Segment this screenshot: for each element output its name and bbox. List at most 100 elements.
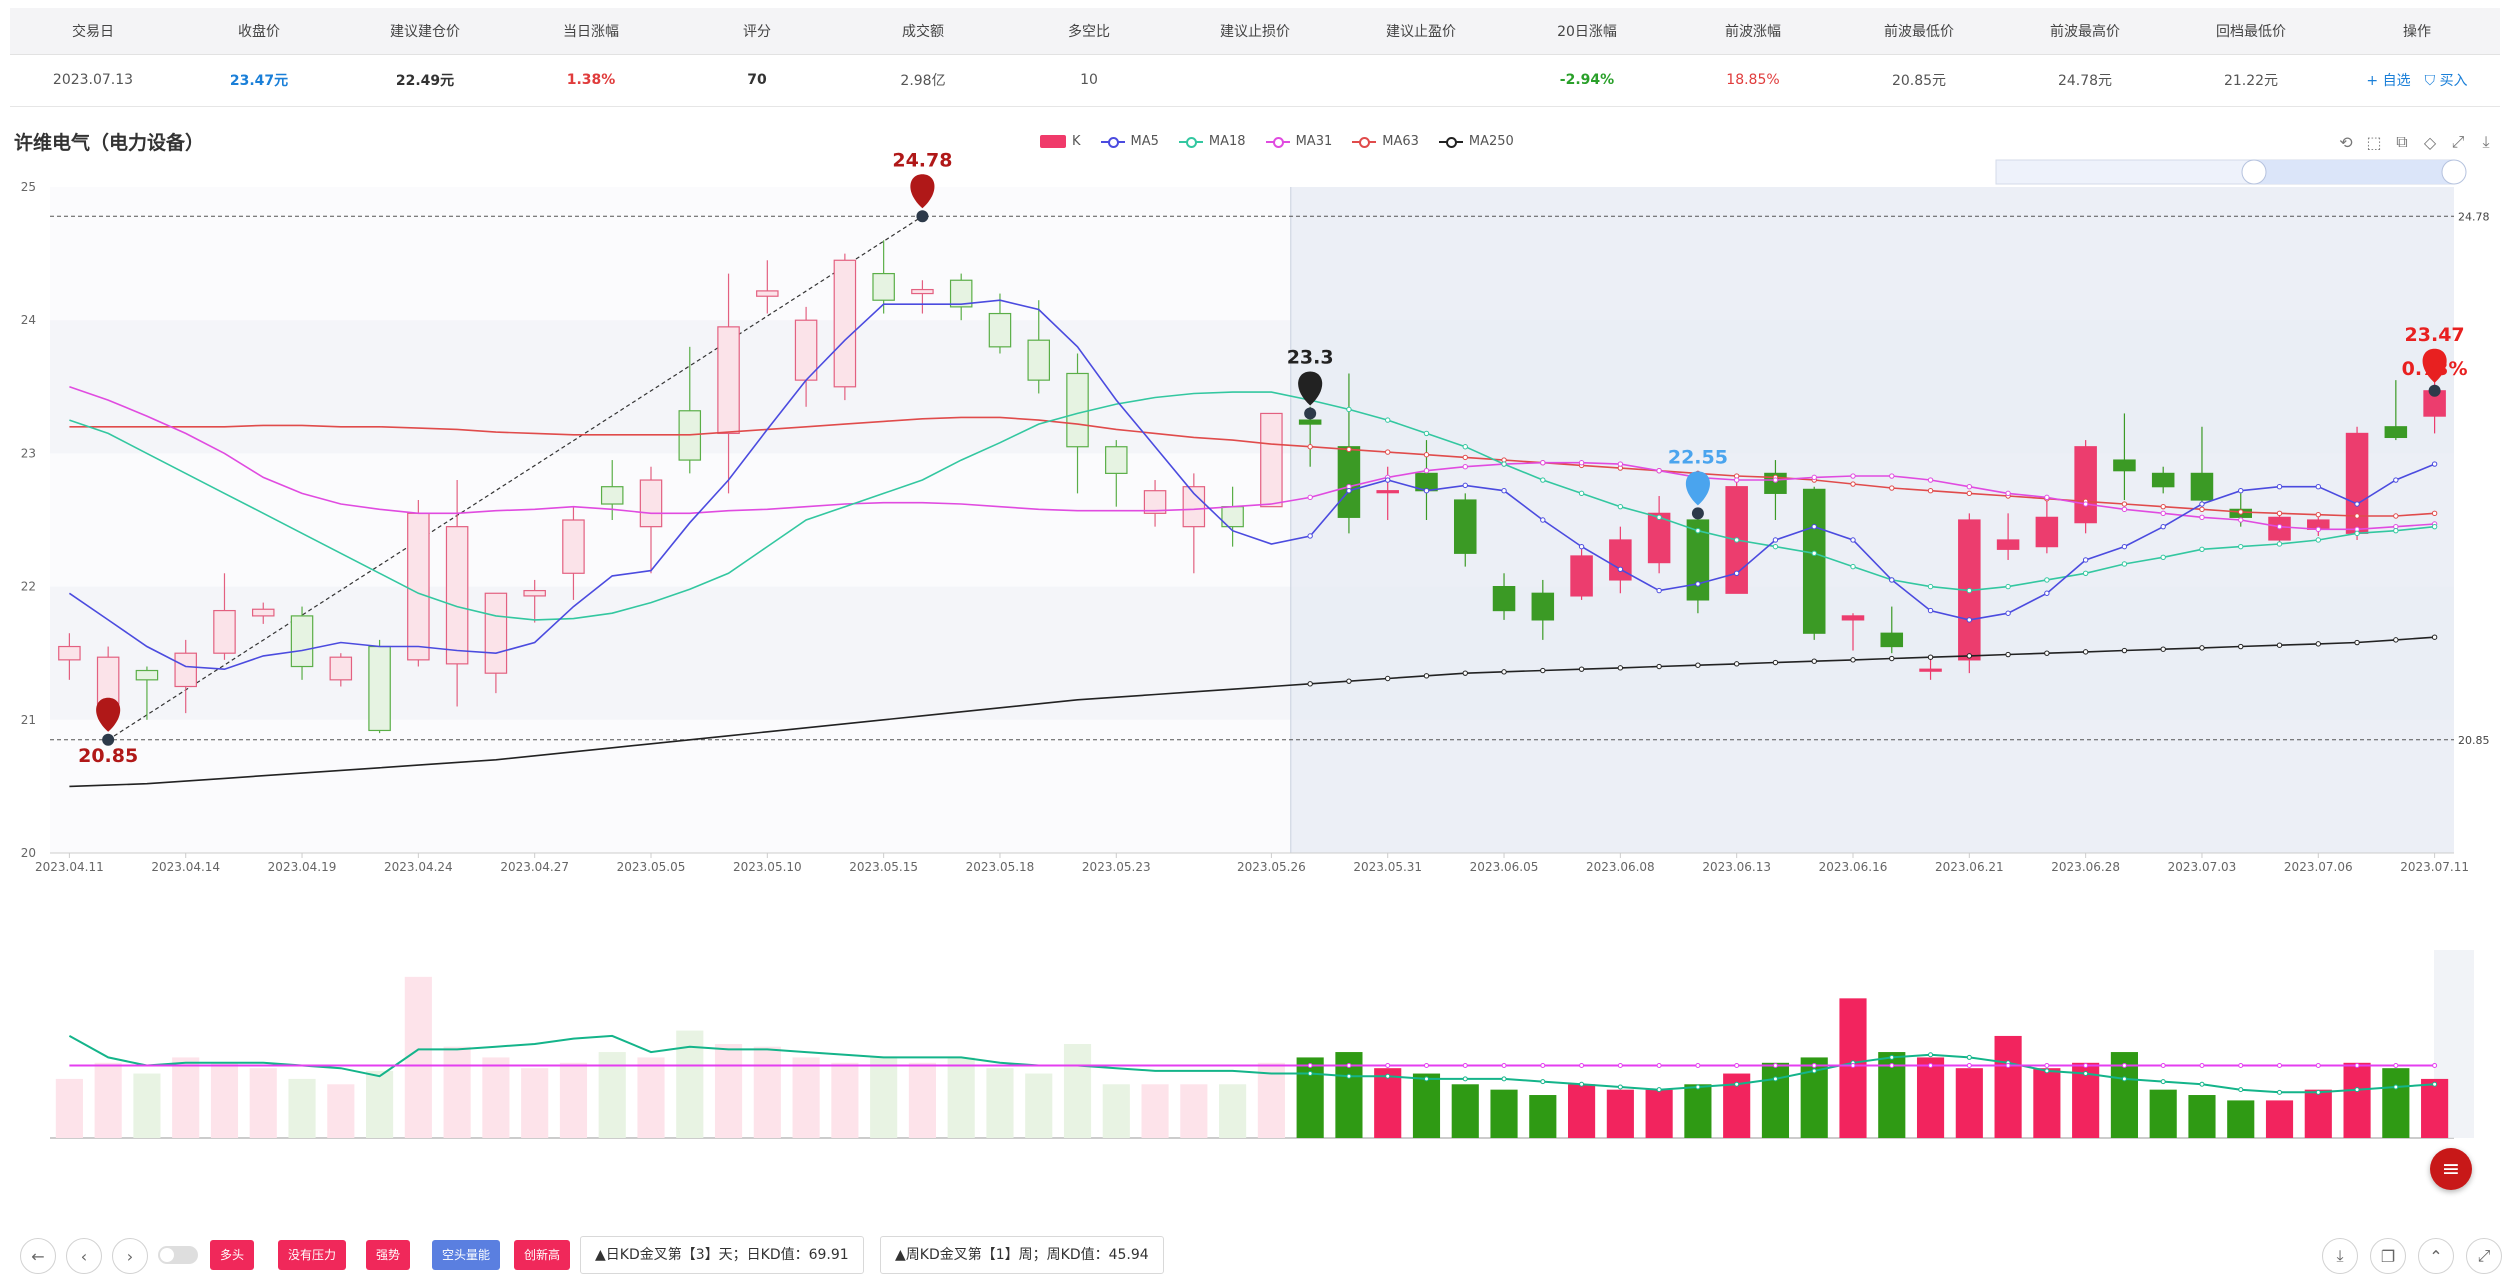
ma63-point [2393, 513, 2399, 519]
volume-bar [288, 1078, 316, 1138]
zoom-reset-icon[interactable]: ⧉ [2396, 132, 2408, 151]
volume-ma2-point [2044, 1062, 2050, 1068]
legend-item-k[interactable]: K [1040, 134, 1081, 149]
legend-item-ma250[interactable]: MA250 [1438, 134, 1514, 149]
ma18-point [1423, 430, 1430, 437]
legend-item-ma5[interactable]: MA5 [1100, 134, 1159, 149]
volume-ma-point [2393, 1084, 2399, 1090]
volume-bar [94, 1062, 122, 1138]
legend-item-ma31[interactable]: MA31 [1265, 134, 1332, 149]
ma250-point [2393, 637, 2399, 643]
volume-ma2-point [1617, 1062, 1623, 1068]
fullscreen-icon[interactable]: ⤢ [2451, 132, 2465, 151]
ma31-point [1811, 474, 1817, 481]
summary-value-cell: 23.47元 [229, 73, 289, 89]
ma250-point [1966, 653, 1973, 659]
zoom-handle-left [2241, 159, 2267, 185]
summary-header-cell: 收盘价 [238, 24, 280, 40]
candle-body [2268, 516, 2291, 541]
marker-label: 24.78 [892, 149, 952, 171]
volume-bar [831, 1062, 859, 1138]
candle-body [251, 608, 275, 617]
ma63-point [2082, 498, 2089, 505]
ma63-point [2121, 501, 2128, 507]
ma31-point [1540, 460, 1546, 466]
legend-item-ma18[interactable]: MA18 [1178, 134, 1246, 149]
x-tick-label: 2023.05.10 [733, 860, 802, 874]
summary-value-cell: 2023.07.13 [52, 72, 134, 88]
volume-ma-point [1772, 1076, 1778, 1082]
tag-strong[interactable]: 强势 [366, 1240, 411, 1270]
ma63-point [1385, 449, 1391, 455]
summary-value-cell: 22.49元 [395, 73, 455, 89]
volume-ma-point [1811, 1068, 1817, 1074]
summary-value-cell [1172, 54, 1338, 106]
ma18-point [1889, 577, 1895, 583]
tag-bear-volume[interactable]: 空头量能 [432, 1240, 501, 1270]
ma18-point [1617, 503, 1624, 510]
buy-link[interactable]: ⛉ 买入 [2425, 70, 2468, 90]
tag-new-high[interactable]: 创新高 [514, 1240, 571, 1270]
ma18-point [1733, 537, 1740, 543]
chevron-left-icon[interactable]: ‹ [66, 1238, 102, 1274]
summary-header-cell: 回档最低价 [2216, 24, 2286, 40]
ma5-point [1346, 487, 1352, 494]
volume-bar [1800, 1057, 1828, 1138]
legend-item-ma63[interactable]: MA63 [1352, 134, 1419, 149]
zoom-select-icon[interactable]: ⬚ [2366, 132, 2382, 152]
volume-ma2-point [2238, 1062, 2244, 1068]
candle-body [1376, 490, 1399, 494]
volume-ma2-point [2121, 1062, 2127, 1068]
ma18-point [2315, 537, 2321, 543]
candle-body [1182, 486, 1206, 528]
candle-body [1996, 539, 2020, 550]
tag-bull[interactable]: 多头 [210, 1240, 255, 1270]
restore-icon[interactable]: ◇ [2423, 132, 2437, 152]
candle-body [1802, 488, 1826, 634]
add-watchlist-link[interactable]: + 自选 [2366, 73, 2411, 89]
volume-ma-point [1734, 1081, 1740, 1087]
ma250-point [1540, 667, 1546, 674]
volume-ma-point [1346, 1073, 1352, 1079]
volume-bar [172, 1057, 200, 1138]
up-arrow-icon[interactable]: ⌃ [2418, 1238, 2454, 1274]
ma5-point [2431, 461, 2438, 467]
ma18-point [1811, 550, 1817, 556]
ma250-point [1656, 663, 1662, 670]
volume-bar [521, 1068, 549, 1138]
candle-body [1143, 490, 1167, 514]
legend-swatch [1178, 136, 1203, 148]
ma250-point [1889, 655, 1895, 662]
tag-no-pressure[interactable]: 没有压力 [278, 1240, 347, 1270]
ma18-point [1307, 397, 1313, 403]
ma31-point [2354, 526, 2360, 533]
ma18-point [2238, 543, 2244, 550]
download-icon[interactable]: ⤓ [2322, 1238, 2358, 1274]
ma250-point [1772, 659, 1779, 666]
volume-bar [1219, 1084, 1247, 1138]
marker-point [102, 733, 115, 746]
volume-ma-point [1462, 1076, 1468, 1082]
fullscreen-icon[interactable]: ⤢ [2466, 1238, 2502, 1274]
zoom-handle-right [2441, 159, 2467, 185]
stock-title: 许维电气（电力设备） [14, 132, 205, 154]
chevron-right-icon[interactable]: › [112, 1238, 148, 1274]
volume-bar [2188, 1095, 2216, 1138]
candle-body [368, 645, 391, 732]
focus-area [1290, 187, 2454, 853]
summary-value-cell: 18.85% [1726, 72, 1780, 88]
refresh-icon[interactable]: ⟲ [2339, 132, 2353, 152]
download-icon[interactable]: ⤓ [2482, 132, 2490, 151]
copy-icon[interactable]: ❐ [2370, 1238, 2406, 1274]
volume-bar [1374, 1068, 1402, 1138]
menu-fab[interactable]: ≡ [2430, 1148, 2472, 1190]
ma31-point [2005, 490, 2011, 497]
toggle-switch[interactable] [158, 1246, 198, 1264]
arrow-left-icon[interactable]: ← [20, 1238, 56, 1274]
candle-body [1415, 472, 1438, 492]
ma250-point [2431, 634, 2438, 640]
volume-bar [366, 1070, 394, 1138]
ma31-point [1423, 468, 1430, 474]
ref-line-label: 20.85 [2458, 734, 2490, 747]
volume-bar [1141, 1084, 1169, 1138]
